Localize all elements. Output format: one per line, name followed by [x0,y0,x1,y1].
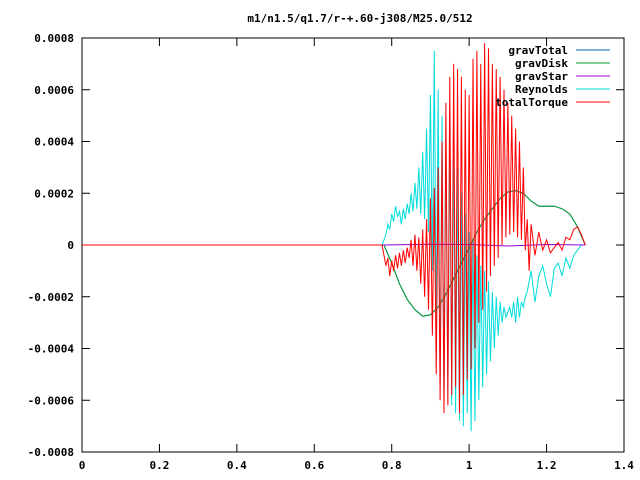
x-tick-label: 0.2 [149,459,169,472]
y-tick-label: 0.0004 [34,136,74,149]
series-layer [82,43,586,432]
y-tick-label: 0.0002 [34,187,74,200]
x-tick-label: 0.6 [304,459,324,472]
x-tick-label: 0.8 [382,459,402,472]
y-tick-label: -0.0006 [28,394,75,407]
series-line-totalTorque [82,43,586,414]
y-tick-label: -0.0008 [28,446,74,459]
x-tick-label: 0.4 [227,459,247,472]
legend: gravTotalgravDiskgravStarReynoldstotalTo… [495,44,610,109]
y-tick-label: 0 [67,239,74,252]
x-tick-label: 0 [79,459,86,472]
legend-label: gravTotal [508,44,568,57]
series-line-gravDisk [82,190,586,317]
y-tick-label: -0.0004 [28,343,75,356]
y-tick-label: 0.0008 [34,32,74,45]
legend-label: Reynolds [515,83,568,96]
legend-label: gravStar [515,70,568,83]
y-tick-label: 0.0006 [34,84,74,97]
x-tick-label: 1 [466,459,473,472]
axes: -0.0008 -0.0006 -0.0004 -0.0002 0 0.0002 0.000… [28,32,635,472]
x-tick-label: 1.2 [537,459,557,472]
x-tick-label: 1.4 [614,459,634,472]
legend-label: totalTorque [495,96,568,109]
series-line-Reynolds [82,50,586,432]
legend-label: gravDisk [515,57,568,70]
series-line-gravStar [82,243,586,247]
chart-title: m1/n1.5/q1.7/r-+.60-j308/M25.0/512 [247,12,472,25]
y-tick-label: -0.0002 [28,291,74,304]
